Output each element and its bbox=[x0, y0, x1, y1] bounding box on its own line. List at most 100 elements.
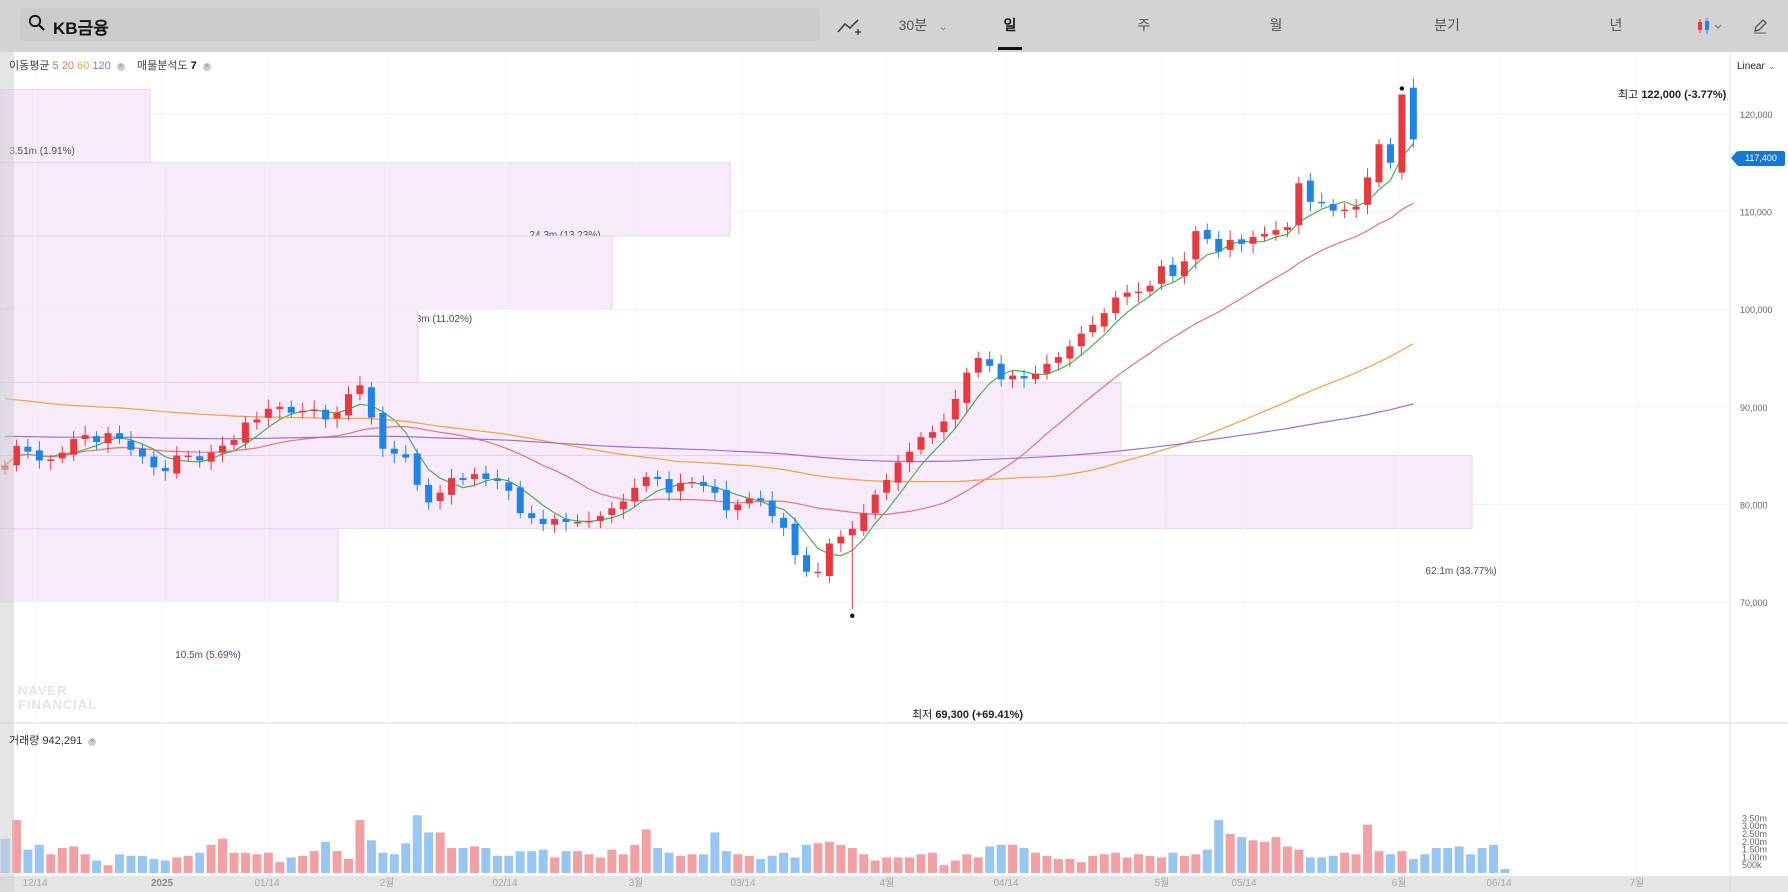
volume-profile-bar bbox=[0, 162, 731, 237]
volume-bar bbox=[1454, 846, 1464, 873]
volume-axis-tick: 2.50m bbox=[1742, 829, 1767, 839]
volume-profile-label: 20.3m (11.02%) bbox=[402, 314, 472, 325]
candle-body bbox=[1364, 177, 1372, 205]
candle-body bbox=[287, 406, 295, 413]
volume-bar bbox=[481, 848, 491, 873]
volume-bar bbox=[1156, 857, 1166, 873]
tab-quarter[interactable]: 분기 bbox=[1434, 17, 1460, 33]
candle-body bbox=[58, 452, 66, 459]
candle-body bbox=[1329, 203, 1337, 211]
candle-body bbox=[1352, 206, 1360, 210]
tab-year[interactable]: 년 bbox=[1609, 17, 1623, 33]
candle-body bbox=[883, 480, 891, 493]
candle-body bbox=[276, 406, 284, 410]
candle-body bbox=[1341, 209, 1349, 212]
candle-body bbox=[631, 487, 639, 502]
candle-body bbox=[677, 482, 685, 492]
volume-bar bbox=[103, 865, 113, 873]
moving-average-legend[interactable]: 이동평균 5 20 60 120 × bbox=[9, 57, 125, 73]
close-ma-icon[interactable]: × bbox=[116, 63, 125, 71]
volume-bar bbox=[1397, 851, 1407, 873]
bottom-shade bbox=[0, 876, 1788, 892]
tab-day[interactable]: 일 bbox=[990, 0, 1030, 50]
volume-bar bbox=[1328, 855, 1338, 873]
candle-body bbox=[780, 517, 788, 528]
price-axis-tick: 70,000 bbox=[1740, 598, 1768, 608]
candle-body bbox=[528, 513, 536, 519]
candle-body bbox=[1100, 313, 1108, 327]
volume-bar bbox=[229, 852, 239, 873]
volume-legend[interactable]: 거래량 942,291 × bbox=[9, 732, 97, 748]
drawing-tool-icon[interactable] bbox=[832, 0, 866, 50]
high-label: 최고 bbox=[1618, 89, 1639, 101]
candle-body bbox=[402, 454, 410, 458]
candle-body bbox=[1249, 236, 1257, 244]
stock-search-box[interactable]: KB금융 bbox=[20, 8, 820, 41]
volume-bar bbox=[183, 855, 193, 873]
volume-bar bbox=[1237, 837, 1247, 873]
volume-bar bbox=[515, 851, 525, 873]
volume-bar bbox=[607, 849, 617, 873]
volume-bar bbox=[1214, 819, 1224, 873]
low-marker bbox=[850, 613, 855, 619]
volume-bar bbox=[870, 860, 880, 873]
volume-bar bbox=[950, 860, 960, 873]
low-value: 69,300 (+69.41%) bbox=[935, 709, 1024, 721]
volume-bar bbox=[1145, 855, 1155, 873]
volume-bar bbox=[240, 852, 250, 873]
volume-bar bbox=[309, 851, 319, 873]
candle-body bbox=[230, 439, 238, 445]
tab-month[interactable]: 월 bbox=[1269, 17, 1283, 33]
tab-week[interactable]: 주 bbox=[1137, 17, 1151, 33]
pencil-icon[interactable] bbox=[1742, 0, 1778, 50]
chevron-down-icon: ⌄ bbox=[938, 22, 948, 33]
volume-bar bbox=[618, 854, 628, 873]
scale-mode-dropdown[interactable]: Linear ⌄ bbox=[1737, 61, 1775, 72]
candle-body bbox=[951, 398, 959, 420]
low-label: 최저 bbox=[912, 709, 933, 721]
volume-bar bbox=[275, 862, 285, 873]
ma60-line bbox=[4, 343, 1414, 483]
candle-body bbox=[619, 501, 627, 510]
ma-label: 이동평균 bbox=[9, 60, 50, 72]
volume-bar bbox=[641, 829, 651, 873]
volume-bar bbox=[916, 854, 926, 873]
candle-body bbox=[722, 490, 730, 511]
ma20-line bbox=[4, 202, 1414, 516]
scale-mode-label: Linear bbox=[1737, 61, 1765, 72]
volume-axis-tick: 2.00m bbox=[1742, 837, 1767, 847]
candle-body bbox=[665, 479, 673, 493]
candle-body bbox=[1169, 264, 1177, 277]
candle-body bbox=[1283, 227, 1291, 231]
stock-name: KB금융 bbox=[53, 19, 109, 38]
volume-profile-value: 7 bbox=[190, 60, 197, 72]
volume-bar bbox=[469, 846, 479, 873]
chart-type-dropdown[interactable] bbox=[1690, 0, 1730, 50]
volume-bar bbox=[973, 857, 983, 873]
candle-body bbox=[1375, 144, 1383, 183]
candle-body bbox=[917, 437, 925, 450]
volume-bar bbox=[378, 852, 388, 873]
candle-body bbox=[207, 452, 215, 462]
volume-bar bbox=[824, 841, 834, 873]
volume-bar bbox=[23, 849, 33, 873]
candle-body bbox=[1157, 266, 1165, 284]
volume-bar bbox=[1031, 852, 1040, 873]
candle-body bbox=[1306, 180, 1314, 202]
candle-body bbox=[1409, 87, 1417, 140]
volume-bar bbox=[1489, 844, 1498, 873]
close-profile-icon[interactable]: × bbox=[202, 63, 211, 71]
candle-body bbox=[310, 409, 318, 412]
candle-body bbox=[505, 482, 513, 491]
interval-dropdown[interactable]: 30분 ⌄ bbox=[888, 0, 958, 50]
volume-bar bbox=[538, 849, 548, 873]
volume-profile-legend[interactable]: 매물분석도 7 × bbox=[137, 57, 211, 73]
volume-bar bbox=[1065, 858, 1075, 873]
close-volume-icon[interactable]: × bbox=[88, 738, 97, 746]
volume-bar bbox=[1099, 854, 1109, 873]
candle-body bbox=[1398, 94, 1406, 173]
candle-body bbox=[642, 477, 650, 487]
candle-body bbox=[791, 523, 799, 556]
volume-bar bbox=[905, 857, 915, 873]
